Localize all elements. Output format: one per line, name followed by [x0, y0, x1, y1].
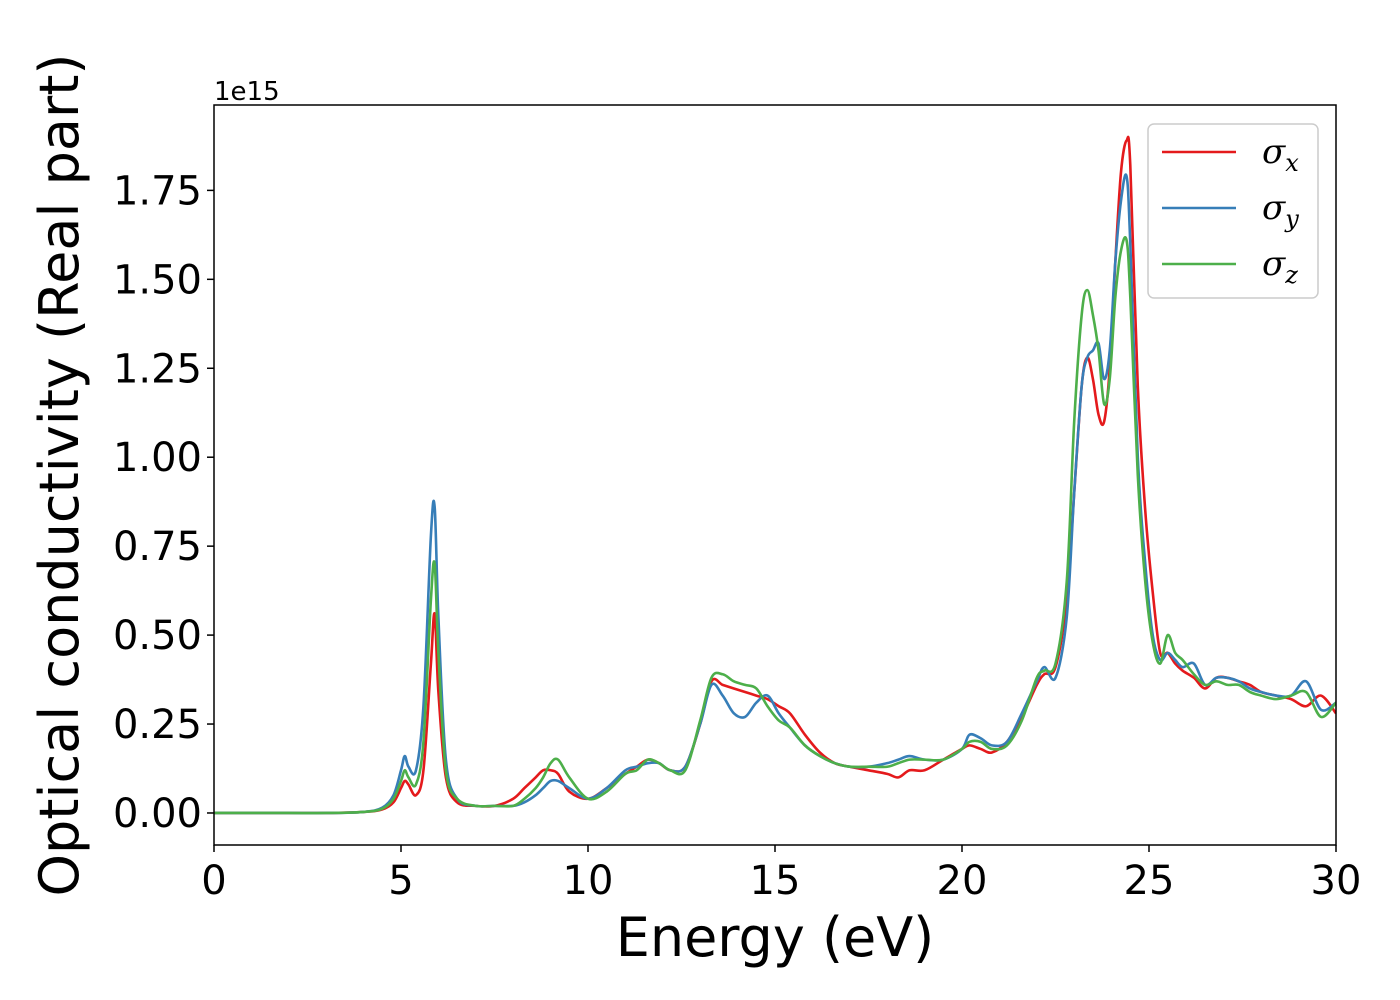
- y-axis-title: Optical conductivity (Real part): [28, 54, 91, 897]
- legend-box: [1147, 123, 1319, 299]
- x-axis-ticks: 0 5 10 15 20 25 30: [201, 845, 1361, 904]
- legend-label-x: σx: [1262, 132, 1299, 177]
- y-tick-label: 0.75: [113, 524, 202, 570]
- x-tick-label: 10: [563, 858, 614, 904]
- y-tick-label: 1.25: [113, 346, 202, 392]
- plot-lines: [214, 135, 1336, 815]
- x-tick-label: 25: [1124, 858, 1175, 904]
- legend: σx σy σz: [1147, 123, 1319, 299]
- x-tick-label: 0: [201, 858, 226, 904]
- series-line-z: [214, 235, 1336, 815]
- x-tick-label: 15: [750, 858, 801, 904]
- x-axis-title: Energy (eV): [616, 906, 935, 969]
- legend-label-z: σz: [1262, 244, 1298, 289]
- y-axis-ticks: 0.00 0.25 0.50 0.75 1.00 1.25 1.50 1.75: [113, 168, 214, 837]
- x-tick-label: 5: [388, 858, 413, 904]
- legend-label-y: σy: [1262, 188, 1299, 233]
- y-offset-label: 1e15: [214, 77, 280, 107]
- y-tick-label: 1.00: [113, 435, 202, 481]
- x-tick-label: 30: [1311, 858, 1362, 904]
- y-tick-label: 0.50: [113, 613, 202, 659]
- y-tick-label: 1.75: [113, 168, 202, 214]
- y-tick-label: 0.00: [113, 791, 202, 837]
- x-tick-label: 20: [937, 858, 988, 904]
- y-tick-label: 0.25: [113, 702, 202, 748]
- y-tick-label: 1.50: [113, 257, 202, 303]
